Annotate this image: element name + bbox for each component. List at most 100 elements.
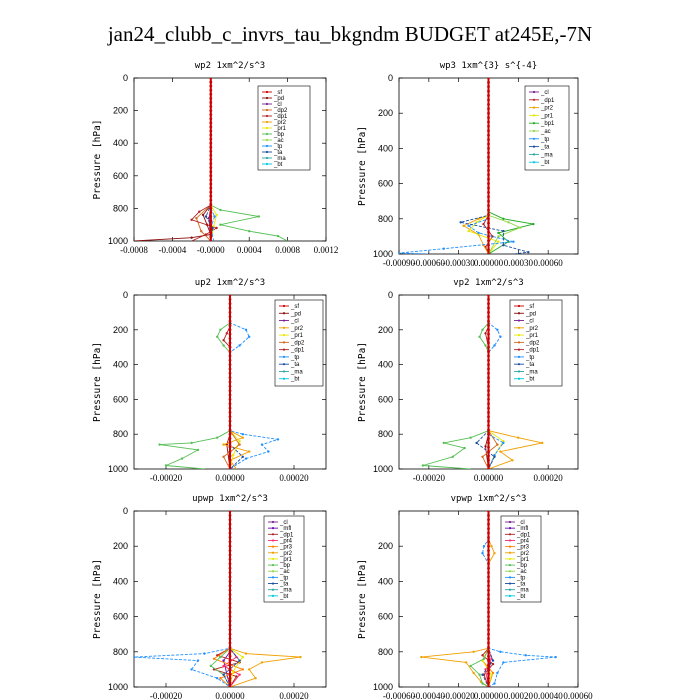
- center-point: [228, 363, 232, 366]
- center-point: [487, 230, 490, 234]
- panel-5: upwp 1xm^2/s^3 Pressure [hPa] 0 200 400 600 80…: [92, 494, 327, 700]
- legend-label-pr2: _pr2: [279, 551, 293, 557]
- y-tick-label: 1000: [108, 236, 128, 246]
- center-point: [487, 116, 490, 119]
- legend-marker: [517, 319, 521, 322]
- center-point: [228, 376, 232, 380]
- legend-label-cl: _cl: [279, 520, 288, 526]
- data-point: [499, 335, 502, 338]
- center-point: [487, 78, 490, 80]
- legend-label-bp1: _bp1: [540, 121, 555, 127]
- center-point: [209, 211, 213, 214]
- series-line-pd: [134, 78, 212, 241]
- y-tick-label: 800: [113, 203, 128, 213]
- center-point: [228, 606, 232, 610]
- center-point: [228, 424, 232, 427]
- legend-marker: [508, 551, 512, 554]
- panel-4: vp2 1xm^2/s^3 Pressure [hPa] 0 200 400 600 800…: [357, 278, 579, 483]
- center-point: [209, 84, 213, 88]
- center-point: [487, 588, 490, 592]
- center-point: [228, 668, 232, 671]
- data-point: [502, 217, 505, 220]
- center-point: [228, 610, 232, 614]
- data-point: [238, 440, 241, 443]
- series-line-pr1: [467, 78, 500, 254]
- center-point: [487, 315, 490, 319]
- data-point: [496, 671, 499, 675]
- y-tick-label: 600: [378, 179, 393, 189]
- center-point: [228, 437, 232, 440]
- data-point: [209, 664, 212, 668]
- legend-marker: [271, 520, 275, 524]
- data-point: [497, 240, 500, 243]
- center-point: [487, 120, 490, 124]
- y-tick-label: 1000: [108, 682, 128, 692]
- center-point: [209, 178, 213, 182]
- data-point: [222, 673, 225, 676]
- y-axis-label: Pressure [hPa]: [357, 126, 368, 206]
- center-point: [228, 450, 232, 453]
- legend-marker: [517, 312, 521, 315]
- center-point: [487, 376, 490, 380]
- series-line-tp: [134, 511, 231, 687]
- center-point: [228, 345, 232, 349]
- legend-marker: [265, 150, 269, 154]
- center-point: [228, 384, 232, 388]
- center-point: [209, 190, 213, 194]
- y-tick-label: 1000: [373, 464, 393, 474]
- data-point: [248, 450, 251, 453]
- legend-label-cl: _cl: [540, 90, 549, 96]
- center-point: [487, 295, 490, 297]
- center-point: [487, 169, 490, 172]
- legend-label-pr1: _pr1: [540, 113, 554, 119]
- panel-title: wp3 1xm^{3} s^{-4}: [440, 61, 538, 71]
- legend-marker: [282, 341, 286, 344]
- panel-title: upwp 1xm^2/s^3: [192, 494, 268, 504]
- series-line-tp: [399, 78, 514, 254]
- center-point: [487, 142, 490, 146]
- center-point: [487, 558, 490, 561]
- center-point: [228, 650, 232, 654]
- data-point: [190, 236, 193, 239]
- x-tick-label: 0.00020: [534, 473, 564, 483]
- center-point: [487, 138, 490, 142]
- center-point: [487, 133, 490, 137]
- legend-label-bp: _bp: [516, 563, 528, 569]
- center-point: [487, 518, 490, 522]
- data-point: [490, 545, 493, 548]
- legend-marker: [508, 570, 512, 573]
- data-point: [207, 217, 211, 220]
- center-point: [487, 302, 490, 306]
- center-point: [228, 628, 232, 632]
- center-point: [228, 531, 232, 535]
- legend-label-bp: _bp: [279, 563, 291, 569]
- panel-6: vpwp 1xm^2/s^3 Pressure [hPa] 200 400 600 800…: [357, 494, 593, 700]
- center-point: [228, 637, 232, 640]
- data-point: [216, 335, 219, 338]
- data-point: [524, 654, 527, 657]
- x-tick-label: 0.00040: [534, 691, 564, 700]
- data-point: [190, 441, 193, 445]
- center-point: [228, 549, 232, 552]
- page-title: jan24_clubb_c_invrs_tau_bkgndm BUDGET at…: [107, 22, 593, 46]
- center-point: [228, 619, 232, 623]
- y-tick-label: 1000: [373, 682, 393, 692]
- center-point: [487, 151, 490, 155]
- legend-label-sf: _sf: [525, 304, 534, 310]
- data-point: [164, 464, 168, 467]
- data-point: [222, 455, 225, 458]
- legend-label-bt: _bt: [273, 162, 283, 168]
- center-point: [228, 467, 232, 469]
- center-point: [487, 536, 490, 539]
- y-tick-label: 400: [113, 360, 128, 370]
- x-tick-label: -0.00020: [150, 691, 183, 700]
- data-point: [399, 251, 401, 254]
- data-point: [267, 450, 270, 453]
- center-point: [487, 337, 490, 340]
- center-point: [228, 632, 232, 636]
- center-point: [228, 371, 232, 375]
- y-tick-label: 400: [113, 138, 128, 148]
- series-line-bp: [469, 511, 489, 687]
- legend-marker: [517, 377, 521, 380]
- legend-marker: [517, 355, 521, 359]
